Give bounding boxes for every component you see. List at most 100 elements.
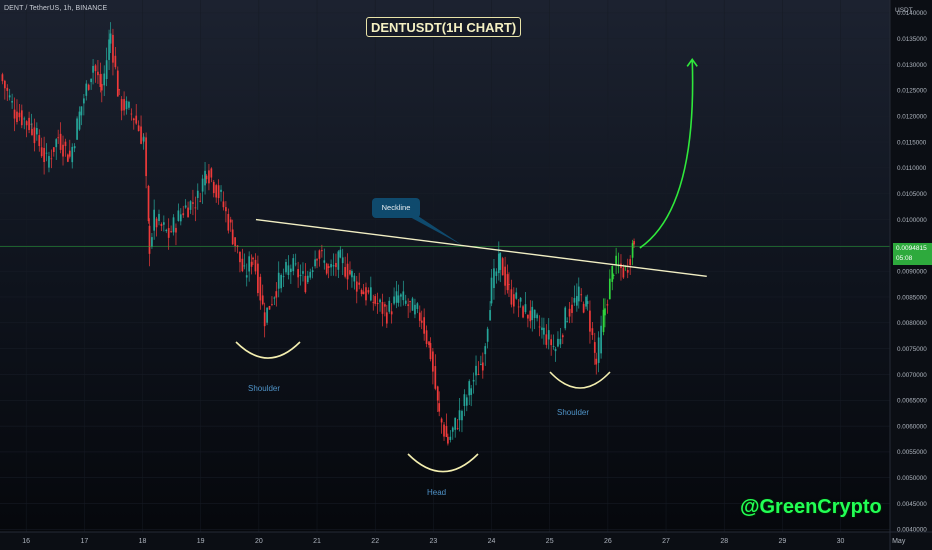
candle-body — [409, 301, 411, 302]
candle-body — [385, 312, 388, 324]
x-tick-label: 17 — [80, 538, 88, 545]
candle-body — [210, 168, 213, 178]
candle-body — [463, 394, 466, 406]
head-arc — [407, 453, 479, 473]
candle-body — [547, 330, 550, 340]
candle-body — [137, 125, 140, 132]
candle-body — [280, 275, 283, 289]
x-tick-label: 29 — [778, 538, 786, 545]
candle-body — [35, 128, 38, 135]
candle-body — [48, 156, 50, 168]
candle-body — [517, 306, 520, 308]
candle-body — [241, 258, 244, 272]
candle-body — [215, 185, 218, 198]
candle-body — [339, 249, 342, 258]
candle-body — [499, 252, 502, 270]
candle-body — [87, 84, 90, 90]
candle-body — [33, 127, 36, 144]
candle-body — [454, 417, 457, 430]
candle-body — [369, 287, 372, 301]
candle-body — [222, 201, 225, 208]
candle-body — [245, 275, 248, 278]
candle-body — [184, 205, 187, 208]
candle-body — [97, 71, 99, 76]
candle-body — [199, 200, 202, 202]
candle-body — [57, 137, 60, 139]
candle-body — [400, 294, 402, 297]
candle-body — [263, 312, 266, 327]
candle-body — [162, 222, 165, 225]
candle-body — [282, 276, 285, 278]
candle-body — [275, 291, 278, 298]
candle-body — [524, 304, 527, 313]
candle-body — [351, 270, 353, 278]
candle-body — [543, 327, 545, 335]
candle-body — [484, 346, 487, 355]
neckline-callout[interactable]: Neckline — [372, 198, 420, 218]
current-price-badge[interactable]: 0.0094815 05:08 — [893, 243, 932, 265]
candle-body — [344, 267, 346, 277]
breakout-arrowhead — [686, 58, 698, 67]
candle-body — [294, 263, 297, 265]
candle-body — [179, 214, 182, 222]
candle-body — [432, 351, 434, 372]
candle-body — [254, 259, 257, 272]
candle-body — [557, 338, 559, 347]
candle-body — [192, 202, 194, 204]
candle-body — [71, 146, 74, 163]
candle-body — [125, 100, 128, 110]
y-tick-label: 0.0125000 — [897, 88, 927, 95]
candle-body — [6, 87, 9, 91]
candle-body — [271, 304, 273, 305]
candle-body — [90, 78, 92, 83]
candle-body — [489, 310, 491, 321]
candle-body — [384, 304, 386, 307]
symbol-label: DENT / TetherUS, 1h, BINANCE — [4, 5, 108, 12]
candle-body — [554, 349, 557, 352]
candle-body — [85, 83, 88, 96]
candle-body — [589, 310, 591, 332]
candle-body — [103, 73, 106, 86]
candle-body — [355, 281, 358, 292]
candle-body — [365, 287, 367, 301]
candle-body — [519, 297, 522, 302]
candle-body — [536, 314, 538, 319]
candle-body — [495, 271, 498, 276]
candle-body — [420, 320, 423, 323]
candle-body — [470, 388, 473, 395]
candle-body — [622, 267, 625, 278]
candle-body — [626, 270, 629, 273]
candle-body — [612, 274, 615, 276]
candle-body — [606, 304, 609, 306]
y-tick-label: 0.0060000 — [897, 423, 927, 430]
candle-body — [148, 225, 151, 254]
candle-body — [629, 259, 632, 266]
price-axis-currency: USDT — [895, 7, 913, 14]
candle-body — [182, 213, 185, 216]
candle-body — [486, 328, 489, 342]
candle-body — [11, 101, 13, 103]
candle-body — [611, 266, 614, 282]
x-tick-label: 20 — [255, 538, 263, 545]
y-tick-label: 0.0065000 — [897, 398, 927, 405]
candle-body — [68, 150, 71, 157]
candle-body — [59, 133, 62, 150]
candle-body — [220, 189, 222, 192]
candle-body — [38, 135, 41, 147]
x-tick-label: May — [892, 538, 906, 545]
candle-body — [64, 141, 67, 147]
candle-body — [550, 339, 553, 346]
candle-body — [477, 373, 480, 375]
candle-body — [132, 118, 135, 121]
candle-body — [114, 55, 117, 68]
candle-body — [259, 276, 262, 301]
right-shoulder-arc — [549, 371, 611, 389]
candle-body — [31, 128, 33, 136]
candle-body — [533, 309, 536, 319]
candle-body — [456, 427, 459, 429]
y-tick-label: 0.0120000 — [897, 114, 927, 121]
candle-body — [573, 298, 576, 303]
candle-body — [468, 381, 471, 396]
